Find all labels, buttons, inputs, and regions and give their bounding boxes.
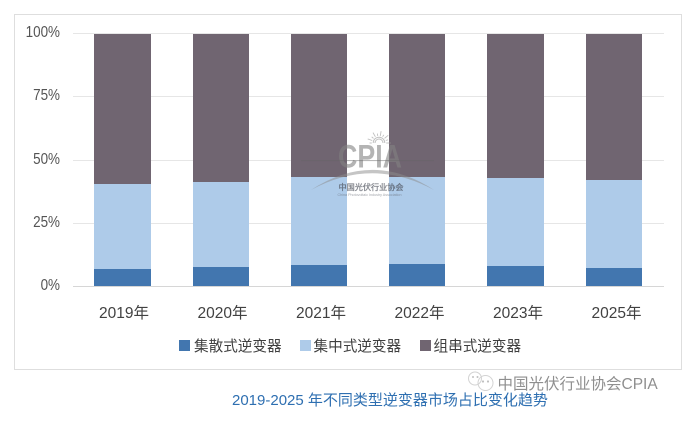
svg-text:CPIA: CPIA bbox=[338, 139, 402, 175]
svg-text:China Photovoltaic Industry As: China Photovoltaic Industry Association bbox=[338, 193, 402, 197]
svg-text:中国光伏行业协会: 中国光伏行业协会 bbox=[339, 182, 405, 192]
